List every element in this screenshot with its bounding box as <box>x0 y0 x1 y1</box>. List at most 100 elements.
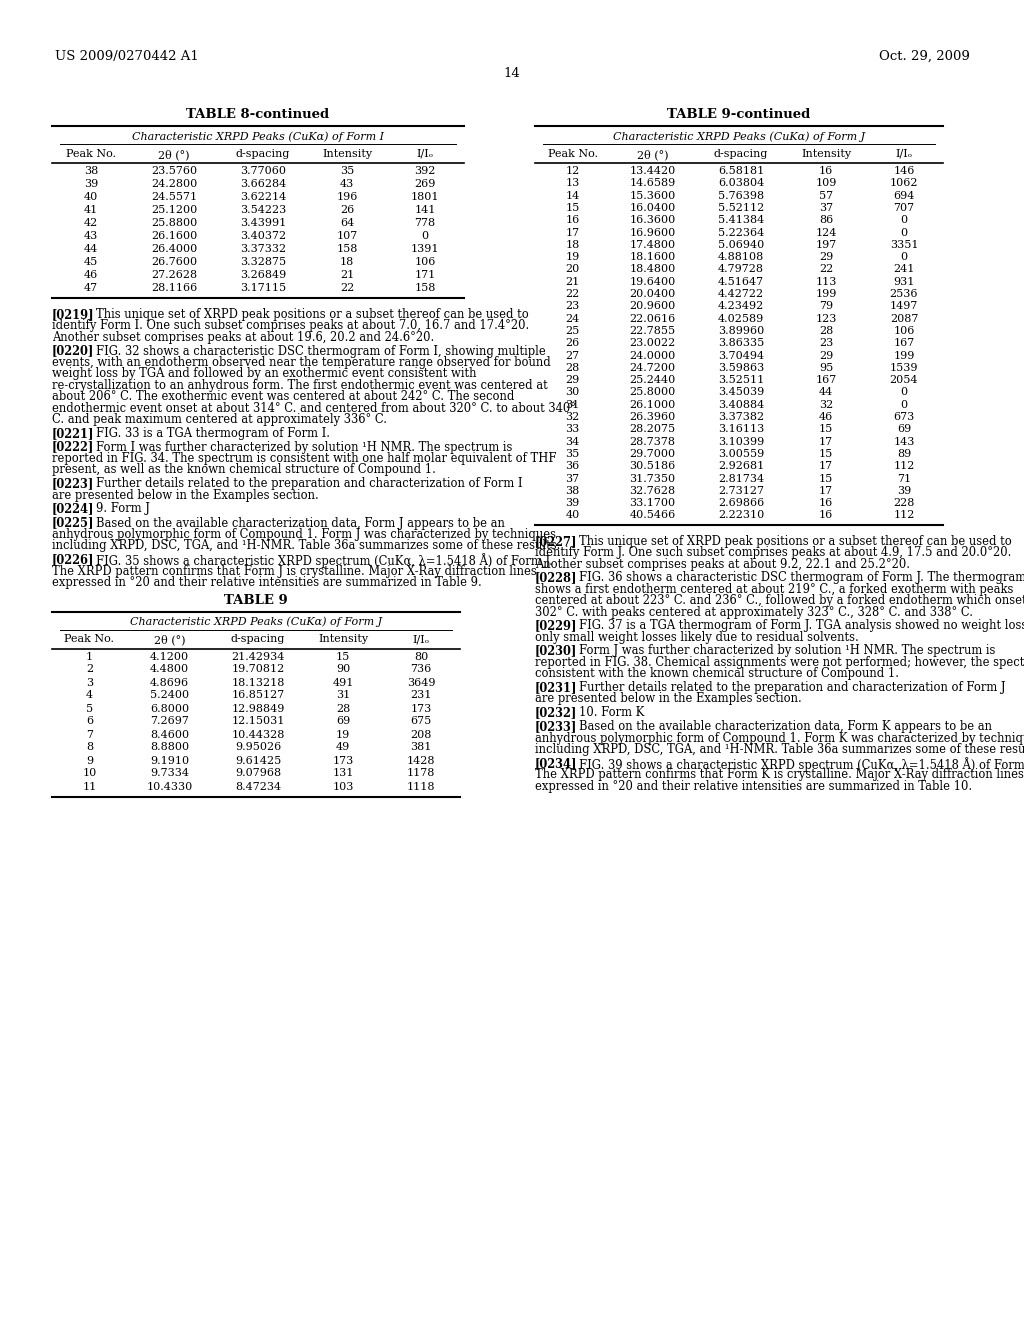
Text: 32: 32 <box>565 412 580 422</box>
Text: present, as well as the known chemical structure of Compound 1.: present, as well as the known chemical s… <box>52 463 436 477</box>
Text: including XRPD, DSC, TGA, and ¹H-NMR. Table 36a summarizes some of these results: including XRPD, DSC, TGA, and ¹H-NMR. Ta… <box>535 743 1024 756</box>
Text: 27: 27 <box>565 351 580 360</box>
Text: 20.0400: 20.0400 <box>630 289 676 300</box>
Text: 25.8000: 25.8000 <box>630 387 676 397</box>
Text: 11: 11 <box>82 781 96 792</box>
Text: 4.88108: 4.88108 <box>718 252 764 263</box>
Text: d-spacing: d-spacing <box>714 149 768 158</box>
Text: 4.8696: 4.8696 <box>150 677 189 688</box>
Text: Form I was further characterized by solution ¹H NMR. The spectrum is: Form I was further characterized by solu… <box>96 441 512 454</box>
Text: 1539: 1539 <box>890 363 919 372</box>
Text: 6.58181: 6.58181 <box>718 166 764 176</box>
Text: 707: 707 <box>893 203 914 213</box>
Text: 3.17115: 3.17115 <box>240 282 286 293</box>
Text: 17: 17 <box>565 227 580 238</box>
Text: [0231]: [0231] <box>535 681 578 694</box>
Text: 19.6400: 19.6400 <box>630 277 676 286</box>
Text: 29: 29 <box>819 351 834 360</box>
Text: 12.98849: 12.98849 <box>231 704 285 714</box>
Text: TABLE 9: TABLE 9 <box>224 594 288 606</box>
Text: anhydrous polymorphic form of Compound 1. Form J was characterized by techniques: anhydrous polymorphic form of Compound 1… <box>52 528 556 541</box>
Text: 32: 32 <box>819 400 834 409</box>
Text: [0222]: [0222] <box>52 441 94 454</box>
Text: 31: 31 <box>565 400 580 409</box>
Text: expressed in °20 and their relative intensities are summarized in Table 9.: expressed in °20 and their relative inte… <box>52 576 481 589</box>
Text: 2θ (°): 2θ (°) <box>154 635 185 645</box>
Text: 3.37382: 3.37382 <box>718 412 764 422</box>
Text: 491: 491 <box>333 677 353 688</box>
Text: 4.02589: 4.02589 <box>718 314 764 323</box>
Text: 15: 15 <box>819 424 834 434</box>
Text: 208: 208 <box>411 730 432 739</box>
Text: 0: 0 <box>900 387 907 397</box>
Text: events, with an endotherm observed near the temperature range observed for bound: events, with an endotherm observed near … <box>52 356 551 370</box>
Text: 3.70494: 3.70494 <box>718 351 764 360</box>
Text: 36: 36 <box>565 461 580 471</box>
Text: US 2009/0270442 A1: US 2009/0270442 A1 <box>55 50 199 63</box>
Text: 30.5186: 30.5186 <box>630 461 676 471</box>
Text: 18.13218: 18.13218 <box>231 677 285 688</box>
Text: 16.0400: 16.0400 <box>630 203 676 213</box>
Text: Intensity: Intensity <box>801 149 851 158</box>
Text: 5.52112: 5.52112 <box>718 203 764 213</box>
Text: 23.0022: 23.0022 <box>630 338 676 348</box>
Text: 29.7000: 29.7000 <box>630 449 676 459</box>
Text: 124: 124 <box>815 227 837 238</box>
Text: 15.3600: 15.3600 <box>630 190 676 201</box>
Text: Based on the available characterization data, Form J appears to be an: Based on the available characterization … <box>96 516 505 529</box>
Text: 269: 269 <box>415 180 435 189</box>
Text: shows a first endotherm centered at about 219° C., a forked exotherm with peaks: shows a first endotherm centered at abou… <box>535 582 1014 595</box>
Text: [0225]: [0225] <box>52 516 94 529</box>
Text: 26.7600: 26.7600 <box>151 257 197 267</box>
Text: 2536: 2536 <box>890 289 919 300</box>
Text: 19: 19 <box>336 730 350 739</box>
Text: [0220]: [0220] <box>52 345 94 358</box>
Text: identify Form J. One such subset comprises peaks at about 4.9, 17.5 and 20.0°20.: identify Form J. One such subset compris… <box>535 546 1012 560</box>
Text: 302° C. with peaks centered at approximately 323° C., 328° C. and 338° C.: 302° C. with peaks centered at approxima… <box>535 606 973 619</box>
Text: 34: 34 <box>565 437 580 446</box>
Text: Further details related to the preparation and characterization of Form J: Further details related to the preparati… <box>579 681 1006 694</box>
Text: 23.5760: 23.5760 <box>151 166 197 176</box>
Text: [0234]: [0234] <box>535 756 578 770</box>
Text: Intensity: Intensity <box>322 149 372 158</box>
Text: 106: 106 <box>415 257 435 267</box>
Text: [0221]: [0221] <box>52 426 94 440</box>
Text: [0227]: [0227] <box>535 535 578 548</box>
Text: 16: 16 <box>819 166 834 176</box>
Text: TABLE 8-continued: TABLE 8-continued <box>186 108 330 121</box>
Text: 3.54223: 3.54223 <box>240 205 286 215</box>
Text: 167: 167 <box>815 375 837 385</box>
Text: 106: 106 <box>893 326 914 335</box>
Text: 0: 0 <box>900 252 907 263</box>
Text: 9.61425: 9.61425 <box>234 755 282 766</box>
Text: 35: 35 <box>340 166 354 176</box>
Text: I/Iₒ: I/Iₒ <box>417 149 433 158</box>
Text: 173: 173 <box>411 704 432 714</box>
Text: 46: 46 <box>819 412 834 422</box>
Text: 30: 30 <box>565 387 580 397</box>
Text: 42: 42 <box>84 218 98 228</box>
Text: 3.26849: 3.26849 <box>240 271 286 280</box>
Text: 2: 2 <box>86 664 93 675</box>
Text: 26.1000: 26.1000 <box>630 400 676 409</box>
Text: 64: 64 <box>340 218 354 228</box>
Text: 241: 241 <box>893 264 914 275</box>
Text: 49: 49 <box>336 742 350 752</box>
Text: 778: 778 <box>415 218 435 228</box>
Text: 26.4000: 26.4000 <box>151 244 198 253</box>
Text: 675: 675 <box>411 717 432 726</box>
Text: 22: 22 <box>340 282 354 293</box>
Text: 16: 16 <box>819 498 834 508</box>
Text: 2θ (°): 2θ (°) <box>159 149 189 160</box>
Text: Characteristic XRPD Peaks (CuKα) of Form J: Characteristic XRPD Peaks (CuKα) of Form… <box>130 616 382 627</box>
Text: centered at about 223° C. and 236° C., followed by a forked endotherm which onse: centered at about 223° C. and 236° C., f… <box>535 594 1024 607</box>
Text: FIG. 36 shows a characteristic DSC thermogram of Form J. The thermogram: FIG. 36 shows a characteristic DSC therm… <box>579 572 1024 585</box>
Text: 173: 173 <box>333 755 353 766</box>
Text: 0: 0 <box>900 227 907 238</box>
Text: C. and peak maximum centered at approximately 336° C.: C. and peak maximum centered at approxim… <box>52 413 387 426</box>
Text: 1062: 1062 <box>890 178 919 189</box>
Text: 14: 14 <box>565 190 580 201</box>
Text: This unique set of XRPD peak positions or a subset thereof can be used to: This unique set of XRPD peak positions o… <box>96 308 528 321</box>
Text: 25.8800: 25.8800 <box>151 218 198 228</box>
Text: 29: 29 <box>819 252 834 263</box>
